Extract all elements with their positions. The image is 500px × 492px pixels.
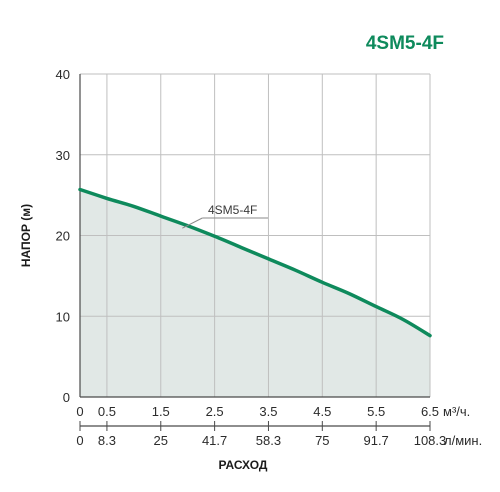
x-tick-label-primary: 5.5 bbox=[367, 404, 385, 419]
x-tick-label-secondary: 0 bbox=[76, 433, 83, 448]
x-tick-label-primary: 0 bbox=[76, 404, 83, 419]
y-axis-title: НАПОР (м) bbox=[19, 204, 33, 267]
curve-label-leader bbox=[182, 217, 203, 229]
x-tick-label-secondary: 91.7 bbox=[363, 433, 388, 448]
x-tick-label-primary: 0.5 bbox=[98, 404, 116, 419]
x-unit-secondary: л/мин. bbox=[444, 433, 482, 448]
x-unit-primary: м³/ч. bbox=[443, 404, 470, 419]
x-tick-label-secondary: 41.7 bbox=[202, 433, 227, 448]
x-tick-label-secondary: 25 bbox=[154, 433, 168, 448]
axes-layer bbox=[79, 74, 431, 431]
x-tick-label-secondary: 75 bbox=[315, 433, 329, 448]
labels-layer: 4SM5-4F 0 10 20 30 40 0 0.5 1.5 2.5 3.5 4.5 5.5 6.5 м³… bbox=[19, 33, 482, 472]
y-tick-label: 10 bbox=[56, 309, 70, 324]
y-tick-label: 40 bbox=[56, 67, 70, 82]
curve-label: 4SM5-4F bbox=[208, 203, 257, 217]
x-tick-label-primary: 1.5 bbox=[152, 404, 170, 419]
x-axis-title: РАСХОД bbox=[219, 458, 268, 472]
curve-area-fill bbox=[80, 189, 430, 397]
series-layer bbox=[78, 187, 432, 338]
x-tick-label-primary: 2.5 bbox=[206, 404, 224, 419]
y-tick-label: 30 bbox=[56, 148, 70, 163]
series-line bbox=[78, 187, 432, 338]
x-tick-label-primary: 4.5 bbox=[313, 404, 331, 419]
x-tick-label-secondary: 58.3 bbox=[256, 433, 281, 448]
x-tick-label-primary: 3.5 bbox=[259, 404, 277, 419]
grid-layer bbox=[80, 73, 431, 397]
chart-title: 4SM5-4F bbox=[366, 33, 444, 54]
y-tick-label: 20 bbox=[56, 229, 70, 244]
x-tick-label-secondary: 8.3 bbox=[98, 433, 116, 448]
x-tick-label-primary: 6.5 bbox=[421, 404, 439, 419]
x-tick-label-secondary: 108.3 bbox=[414, 433, 447, 448]
y-tick-label: 0 bbox=[63, 390, 70, 405]
fill-layer bbox=[80, 189, 430, 397]
